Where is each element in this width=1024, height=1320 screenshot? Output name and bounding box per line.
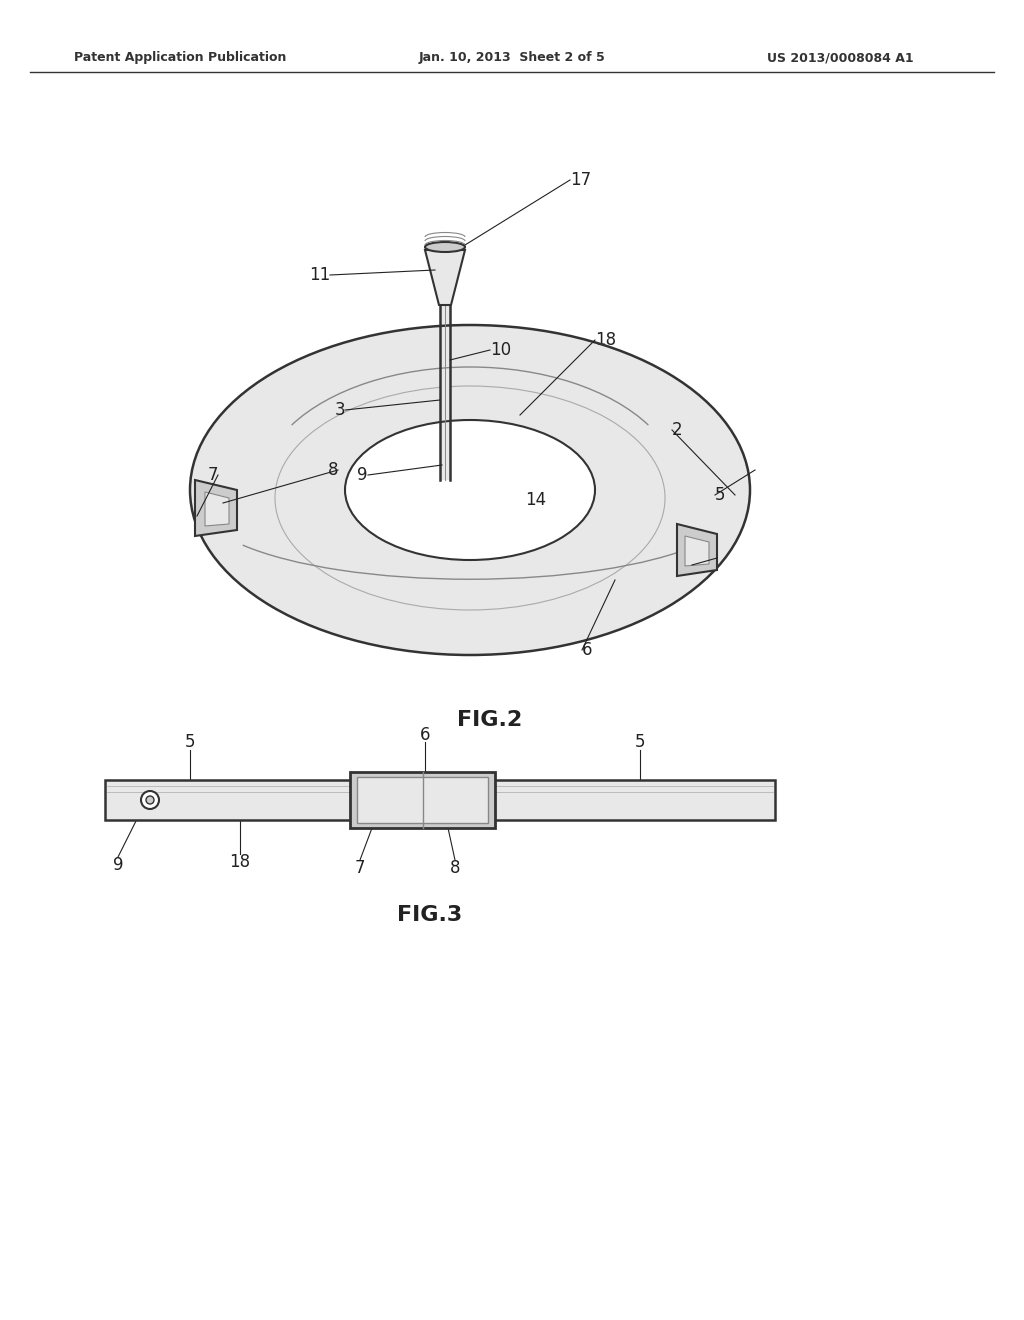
- Text: 9: 9: [357, 466, 368, 484]
- Polygon shape: [105, 780, 355, 820]
- Text: 6: 6: [420, 726, 430, 744]
- Text: 3: 3: [335, 401, 345, 418]
- Text: 6: 6: [582, 642, 593, 659]
- Polygon shape: [425, 249, 465, 305]
- Text: 5: 5: [184, 733, 196, 751]
- Circle shape: [141, 791, 159, 809]
- Polygon shape: [677, 524, 717, 576]
- Text: FIG.2: FIG.2: [458, 710, 522, 730]
- Text: 7: 7: [354, 859, 366, 876]
- Text: 11: 11: [309, 267, 330, 284]
- Text: 10: 10: [490, 341, 511, 359]
- Text: 5: 5: [715, 486, 725, 504]
- Polygon shape: [195, 480, 237, 536]
- Polygon shape: [685, 536, 709, 566]
- Circle shape: [146, 796, 154, 804]
- Text: 9: 9: [113, 855, 123, 874]
- Text: 8: 8: [450, 859, 460, 876]
- Text: 18: 18: [595, 331, 616, 348]
- Polygon shape: [440, 305, 450, 480]
- Text: 8: 8: [328, 461, 338, 479]
- Text: 14: 14: [525, 491, 546, 510]
- Text: Jan. 10, 2013  Sheet 2 of 5: Jan. 10, 2013 Sheet 2 of 5: [419, 51, 605, 65]
- Polygon shape: [357, 777, 488, 822]
- Ellipse shape: [425, 242, 465, 252]
- Polygon shape: [350, 772, 495, 828]
- Polygon shape: [490, 780, 775, 820]
- Text: 7: 7: [208, 466, 218, 484]
- Ellipse shape: [345, 420, 595, 560]
- Text: 2: 2: [672, 421, 683, 440]
- Text: FIG.3: FIG.3: [397, 906, 463, 925]
- Text: 18: 18: [229, 853, 251, 871]
- Text: Patent Application Publication: Patent Application Publication: [74, 51, 286, 65]
- Text: 15: 15: [692, 556, 713, 574]
- Ellipse shape: [190, 325, 750, 655]
- Text: US 2013/0008084 A1: US 2013/0008084 A1: [767, 51, 913, 65]
- Text: 5: 5: [635, 733, 645, 751]
- Polygon shape: [205, 492, 229, 525]
- Text: 17: 17: [570, 172, 591, 189]
